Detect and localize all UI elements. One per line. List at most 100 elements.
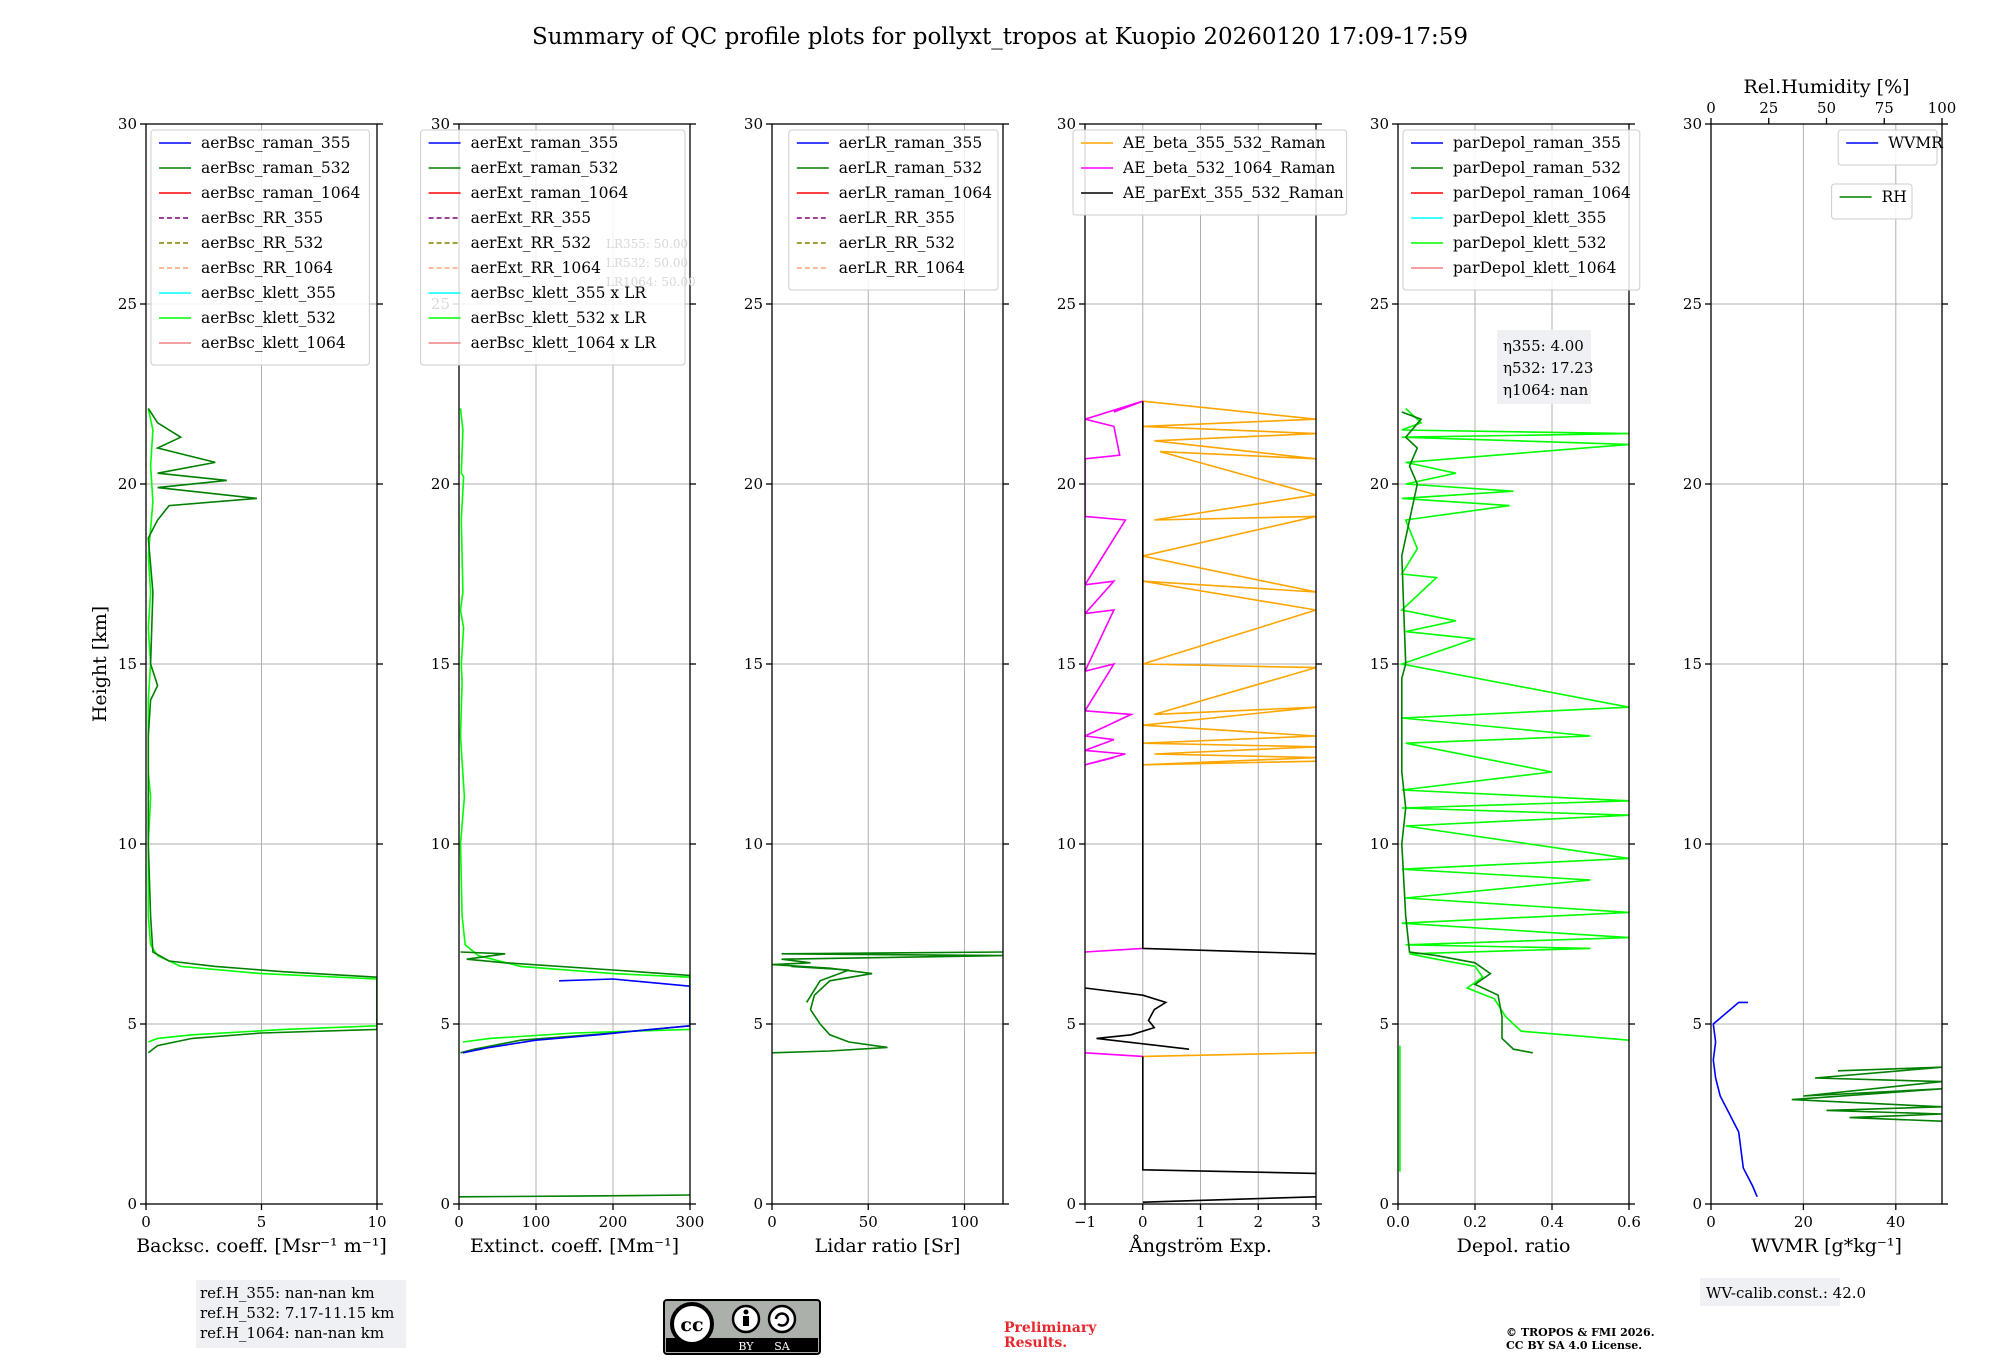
series-group (1398, 407, 1629, 1172)
legend-label: aerBsc_klett_532 x LR (471, 309, 648, 327)
series-line-aerlr-raman-532 (772, 951, 1003, 1054)
series-line-ae-beta-532-1064-raman-low- (1085, 947, 1143, 953)
eta-box-bg (1497, 330, 1591, 404)
legend-label: aerLR_RR_532 (839, 234, 955, 252)
y-tick-label: 30 (744, 115, 763, 133)
legend-label: aerBsc_klett_355 x LR (471, 284, 648, 302)
legend-label: aerBsc_raman_1064 (201, 184, 361, 202)
y-tick-label: 15 (744, 655, 763, 673)
panel-backscatter: 0 5 10 15 20 25 30 0 5 10 Backsc. coeff. [Msr⁻¹ m⁻… (89, 115, 387, 1257)
series-line-ae-parext-355-532-raman-base- (1142, 1196, 1316, 1203)
y-tick-label: 15 (431, 655, 450, 673)
legend-label: aerBsc_klett_532 (201, 309, 336, 327)
y-tick-label: 15 (118, 655, 137, 673)
legend-label: aerLR_raman_355 (839, 134, 982, 152)
ref-height-box: ref.H_355: nan-nan km ref.H_532: 7.17-11… (196, 1280, 406, 1348)
ref-height-1064: ref.H_1064: nan-nan km (200, 1324, 384, 1342)
legend-label: aerExt_RR_1064 (471, 259, 602, 277)
lr-faded-text: LR355: 50.00 (606, 237, 688, 251)
y-tick-label: 10 (1057, 835, 1076, 853)
legend-label: aerExt_RR_355 (471, 209, 592, 227)
y-tick-label: 10 (1370, 835, 1389, 853)
legend-box (788, 129, 999, 291)
legend-label: AE_parExt_355_532_Raman (1122, 184, 1344, 202)
legend: aerExt_raman_355 aerExt_raman_532 aerExt_r… (420, 129, 686, 366)
legend-label: aerBsc_klett_355 (201, 284, 336, 302)
panel-depol: 0 5 10 15 20 25 30 0.0 0.2 0.4 0.6 Depol. ratio parD… (1370, 115, 1641, 1257)
legend-label: aerBsc_RR_1064 (201, 259, 333, 277)
top-x-tick-label: 50 (1817, 99, 1836, 117)
y-tick-label: 20 (1370, 475, 1389, 493)
legend-label: parDepol_raman_532 (1453, 159, 1621, 177)
y-tick-label: 10 (118, 835, 137, 853)
legend-label: parDepol_klett_355 (1453, 209, 1606, 227)
y-tick-label: 20 (431, 475, 450, 493)
cc-sa-label: SA (774, 1340, 791, 1353)
legend: aerBsc_raman_355 aerBsc_raman_532 aerBsc_r… (150, 129, 370, 366)
y-tick-label: 10 (744, 835, 763, 853)
preliminary-label-2: Results. (1004, 1335, 1067, 1351)
x-tick-label: 3 (1311, 1213, 1321, 1231)
legend-label: AE_beta_532_1064_Raman (1122, 159, 1335, 177)
legend-label: aerExt_raman_355 (471, 134, 619, 152)
legend-label: aerExt_raman_532 (471, 159, 619, 177)
y-tick-label: 5 (753, 1015, 763, 1033)
series-line-ae-parext-355-532-raman-mid- (1085, 987, 1190, 1050)
legend-box (420, 129, 686, 366)
cc-license-badge: cc BY SA (663, 1299, 821, 1355)
y-tick-label: 20 (118, 475, 137, 493)
x-tick-label: 50 (859, 1213, 878, 1231)
x-tick-label: 20 (1794, 1213, 1813, 1231)
y-tick-label: 5 (1379, 1015, 1389, 1033)
y-tick-label: 25 (1057, 295, 1076, 313)
legend-label: parDepol_klett_532 (1453, 234, 1606, 252)
y-tick-label: 25 (1683, 295, 1702, 313)
legend-label: WVMR (1888, 134, 1944, 152)
copyright-line-1: © TROPOS & FMI 2026. (1506, 1326, 1655, 1339)
series-line-ae-beta-355-532-raman (1142, 400, 1316, 766)
y-tick-label: 30 (1057, 115, 1076, 133)
x-tick-label: 5 (257, 1213, 267, 1231)
series-line-wvmr (1712, 1001, 1758, 1198)
legend-label: aerBsc_klett_1064 (201, 334, 346, 352)
eta-value: η532: 17.23 (1503, 359, 1593, 377)
series-group (1085, 400, 1316, 1203)
series-group (1712, 1001, 1942, 1198)
x-tick-label: 100 (522, 1213, 551, 1231)
x-axis-label: Depol. ratio (1457, 1235, 1571, 1257)
copyright-line-2: CC BY SA 4.0 License. (1506, 1339, 1642, 1352)
legend-label: aerBsc_RR_532 (201, 234, 323, 252)
y-tick-label: 0 (440, 1195, 450, 1213)
x-tick-label: 100 (950, 1213, 979, 1231)
legend-label: aerLR_raman_532 (839, 159, 982, 177)
y-tick-label: 0 (1066, 1195, 1076, 1213)
legend-box (1402, 129, 1641, 291)
series-line-aerbsc-klett-532-x-lr (459, 408, 690, 1043)
y-tick-label: 5 (440, 1015, 450, 1033)
legend-box (1831, 183, 1913, 220)
x-tick-label: 300 (676, 1213, 705, 1231)
legend: aerLR_raman_355 aerLR_raman_532 aerLR_rama… (788, 129, 999, 291)
series-line-aerext-raman-532 (460, 951, 690, 1054)
x-axis-label: Lidar ratio [Sr] (815, 1235, 961, 1257)
legend-label: aerLR_RR_355 (839, 209, 955, 227)
x-tick-label: 0.4 (1540, 1213, 1564, 1231)
y-tick-label: 15 (1370, 655, 1389, 673)
series-line-ae-parext-355-532-raman (1142, 401, 1316, 955)
cc-by-label: BY (738, 1340, 754, 1353)
top-x-tick-label: 0 (1706, 99, 1716, 117)
y-tick-label: 25 (118, 295, 137, 313)
legend-label: aerBsc_klett_1064 x LR (471, 334, 658, 352)
legend-label: aerBsc_RR_355 (201, 209, 323, 227)
x-tick-label: 0 (141, 1213, 151, 1231)
series-line-ae-parext-355-532-raman-low- (1142, 1056, 1316, 1175)
legend: WVMR (1837, 129, 1944, 166)
cc-logo: cc (680, 1314, 703, 1336)
top-x-tick-label: 100 (1928, 99, 1957, 117)
x-tick-label: 1 (1196, 1213, 1206, 1231)
panel-lidar-ratio: 0 5 10 15 20 25 30 0 50 100 Lidar ratio [Sr] aerLR_… (744, 115, 1009, 1257)
series-group (147, 407, 377, 1054)
